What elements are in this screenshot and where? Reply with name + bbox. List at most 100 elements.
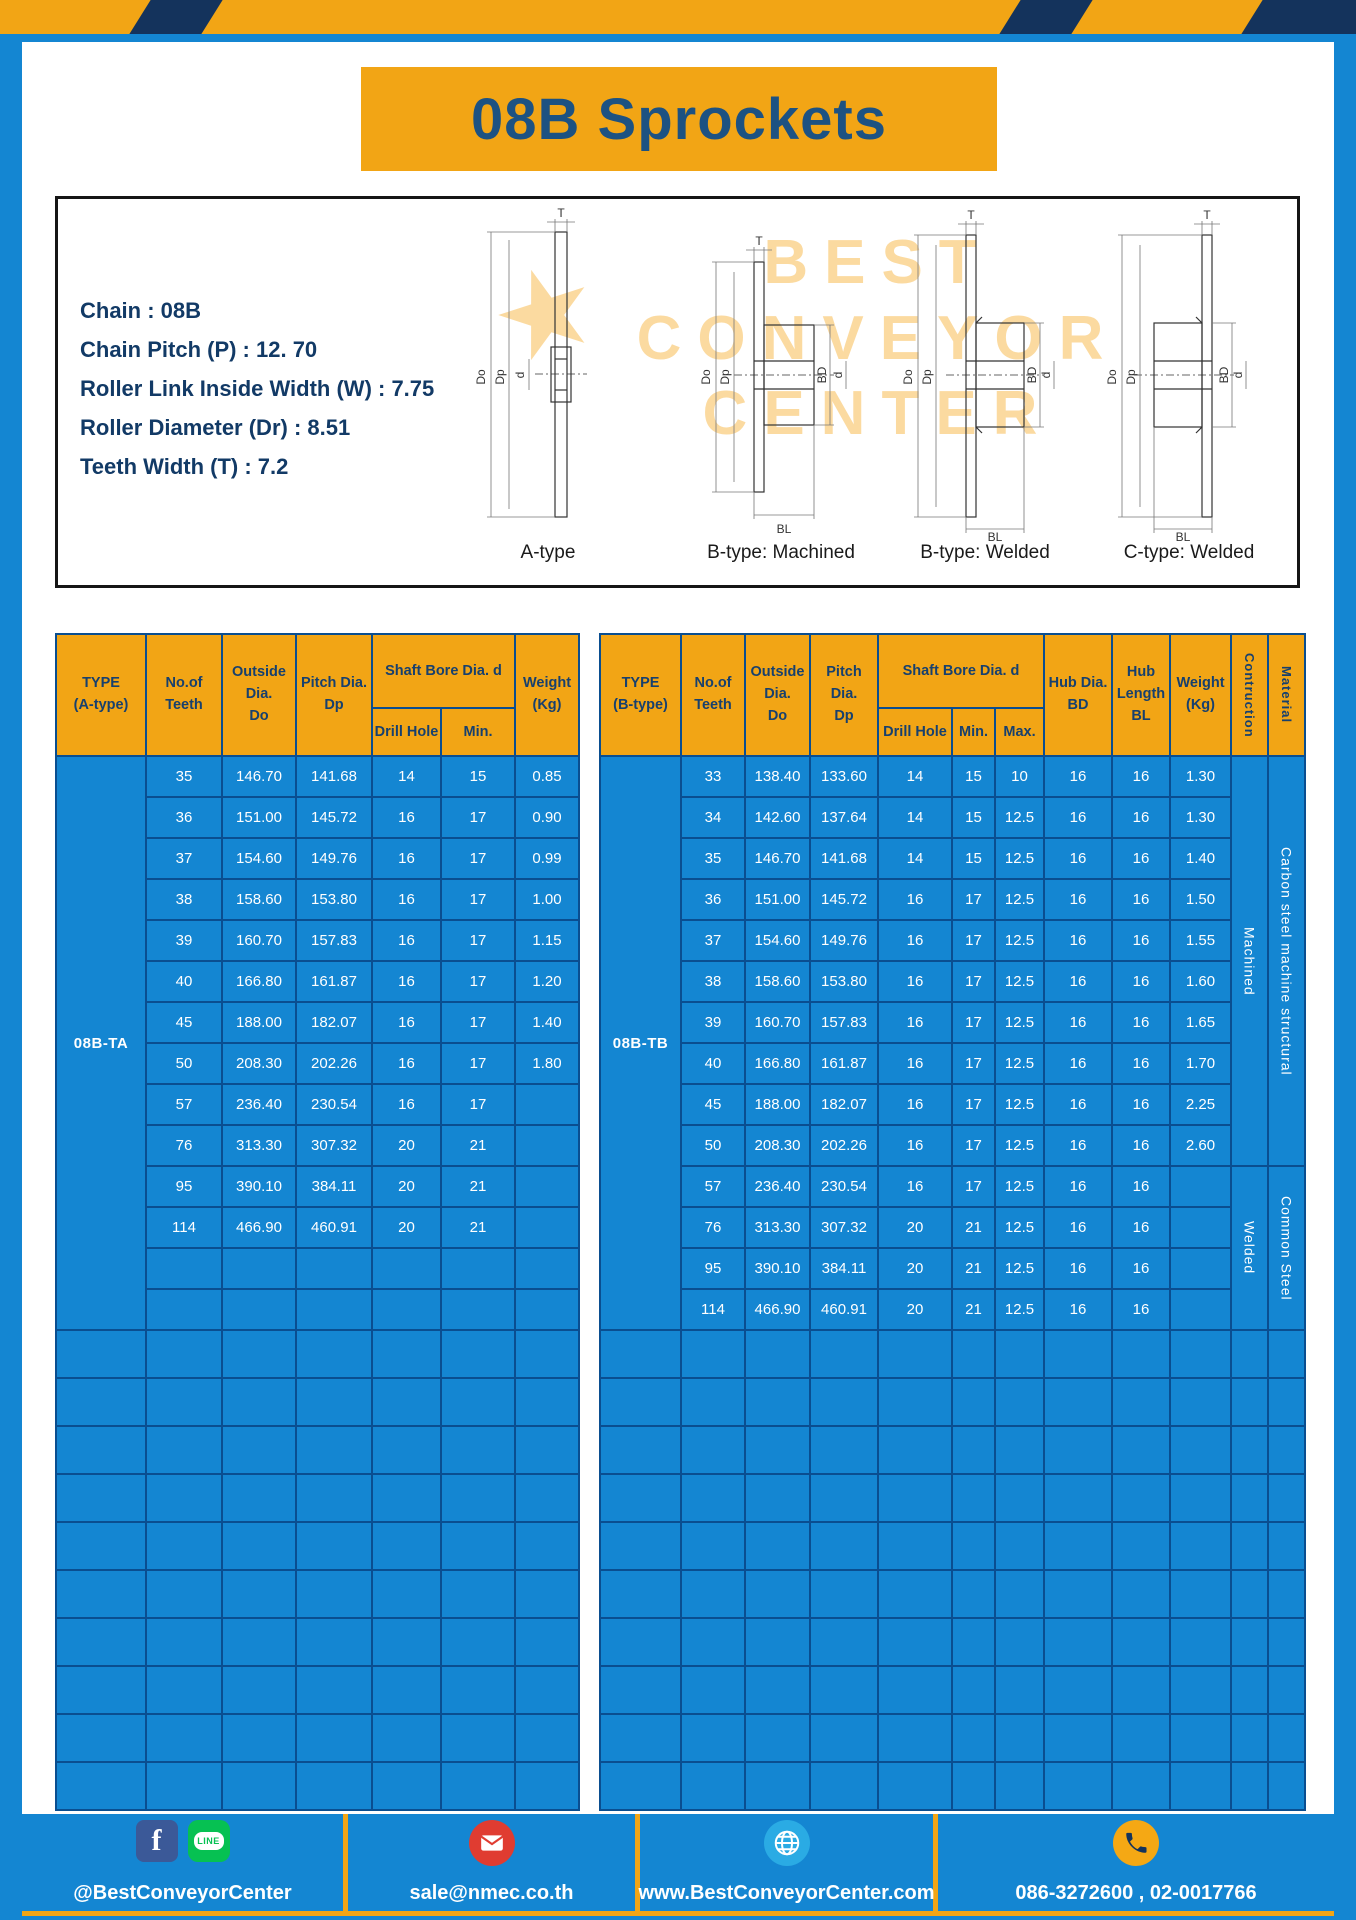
table-cell — [1267, 1761, 1306, 1811]
table-cell: 10 — [994, 755, 1045, 798]
table-cell: 16 — [371, 960, 442, 1003]
table-cell: 138.40 — [744, 755, 811, 798]
table-cell: 36 — [145, 796, 223, 839]
table-cell: 17 — [440, 1042, 516, 1085]
table-cell — [599, 1329, 682, 1379]
table-b-empty-row — [599, 1713, 1306, 1763]
table-cell: 460.91 — [809, 1288, 879, 1331]
mail-icon[interactable] — [468, 1820, 515, 1866]
table-cell — [951, 1665, 996, 1715]
facebook-letter: f — [151, 1824, 162, 1857]
table-cell: 161.87 — [295, 960, 373, 1003]
header-line: No.of — [165, 675, 203, 692]
dim-label: BD — [1025, 366, 1039, 383]
table-cell — [877, 1377, 953, 1427]
table-cell — [877, 1713, 953, 1763]
table-cell: 236.40 — [744, 1165, 811, 1208]
footer-email[interactable]: sale@nmec.co.th — [409, 1882, 574, 1904]
table-cell — [1111, 1665, 1171, 1715]
table-cell: 202.26 — [809, 1124, 879, 1167]
header-teeth: No.of Teeth — [145, 633, 223, 757]
table-cell: 1.50 — [1169, 878, 1232, 921]
header-line: BD — [1067, 697, 1089, 713]
table-cell — [221, 1247, 297, 1290]
table-cell — [145, 1288, 223, 1331]
sprocket-drawing-b-welded: T Do Dp BD d BL — [901, 208, 1055, 542]
dim-label: T — [967, 208, 975, 222]
diagram-caption: B-type: Machined — [707, 542, 855, 563]
dim-label: BL — [777, 522, 792, 536]
table-cell: 37 — [680, 919, 746, 962]
table-cell: 146.70 — [221, 755, 297, 798]
table-cell: 12.5 — [994, 1288, 1045, 1331]
table-cell: 16 — [1043, 1042, 1113, 1085]
table-cell: 12.5 — [994, 878, 1045, 921]
table-cell — [371, 1329, 442, 1379]
table-cell — [809, 1377, 879, 1427]
globe-icon[interactable] — [763, 1820, 810, 1866]
table-cell — [145, 1617, 223, 1667]
table-cell: 390.10 — [221, 1165, 297, 1208]
table-cell — [55, 1713, 147, 1763]
table-cell — [145, 1713, 223, 1763]
table-cell — [514, 1473, 580, 1523]
table-cell — [877, 1473, 953, 1523]
table-cell — [1043, 1569, 1113, 1619]
table-cell — [1043, 1377, 1113, 1427]
table-cell — [951, 1473, 996, 1523]
table-cell — [1267, 1617, 1306, 1667]
table-cell: 161.87 — [809, 1042, 879, 1085]
table-cell — [1043, 1665, 1113, 1715]
table-cell: 16 — [1111, 1247, 1171, 1290]
table-b-empty-row — [599, 1425, 1306, 1475]
line-icon[interactable]: LINE — [187, 1820, 230, 1862]
table-a-row: 114 466.90 460.91 20 21 — [56, 1206, 580, 1249]
footer-email-section: sale@nmec.co.th — [348, 1814, 640, 1911]
table-cell — [1169, 1377, 1232, 1427]
table-cell: 236.40 — [221, 1083, 297, 1126]
table-cell: 16 — [1043, 919, 1113, 962]
top-decor-strip — [0, 0, 1356, 34]
table-cell: 202.26 — [295, 1042, 373, 1085]
table-cell — [809, 1761, 879, 1811]
table-cell — [1169, 1713, 1232, 1763]
table-cell: 21 — [440, 1206, 516, 1249]
table-cell: 16 — [877, 878, 953, 921]
table-b-type-cell: 08B-TB — [599, 755, 682, 1331]
table-cell: 76 — [145, 1124, 223, 1167]
table-cell: 230.54 — [809, 1165, 879, 1208]
spec-chain: Chain : 08B — [80, 298, 202, 323]
table-b-type: TYPE (B-type) No.of Teeth Outside Dia. D… — [599, 633, 1306, 1811]
table-cell — [1043, 1761, 1113, 1811]
sprocket-drawing-a: T Do Dp d — [474, 207, 587, 518]
table-a-empty-row — [55, 1521, 580, 1571]
table-cell — [1111, 1521, 1171, 1571]
diagram-panel: ★ BEST CONVEYOR CENTER Chain : 08B Chain… — [55, 196, 1300, 588]
table-cell: 2.60 — [1169, 1124, 1232, 1167]
table-cell — [295, 1713, 373, 1763]
table-cell — [1230, 1665, 1269, 1715]
table-b-empty-row — [599, 1665, 1306, 1715]
table-cell: 36 — [680, 878, 746, 921]
table-cell: 182.07 — [295, 1001, 373, 1044]
table-cell — [951, 1377, 996, 1427]
table-cell: 45 — [145, 1001, 223, 1044]
spec-teeth-width: Teeth Width (T) : 7.2 — [80, 454, 289, 479]
footer-phone[interactable]: 086-3272600 , 02-0017766 — [1015, 1882, 1257, 1904]
table-cell — [994, 1569, 1045, 1619]
table-b-row: 08B-TB 33 138.40 133.60 14 15 10 16 16 1.30 Machin… — [599, 755, 1306, 1331]
table-cell: 188.00 — [744, 1083, 811, 1126]
facebook-icon[interactable]: f — [135, 1820, 178, 1862]
table-b-empty-row — [599, 1329, 1306, 1379]
table-cell — [514, 1665, 580, 1715]
footer-social-handle[interactable]: @BestConveyorCenter — [73, 1882, 292, 1904]
table-cell: 2.25 — [1169, 1083, 1232, 1126]
table-a-row: 36 151.00 145.72 16 17 0.90 — [56, 796, 580, 839]
table-cell — [295, 1247, 373, 1290]
phone-icon[interactable] — [1113, 1820, 1159, 1866]
table-cell: 35 — [680, 837, 746, 880]
diagram-caption: B-type: Welded — [920, 542, 1050, 563]
footer-website[interactable]: www.BestConveyorCenter.com — [638, 1882, 935, 1904]
table-cell: 20 — [877, 1288, 953, 1331]
dim-label: BL — [988, 530, 1003, 542]
